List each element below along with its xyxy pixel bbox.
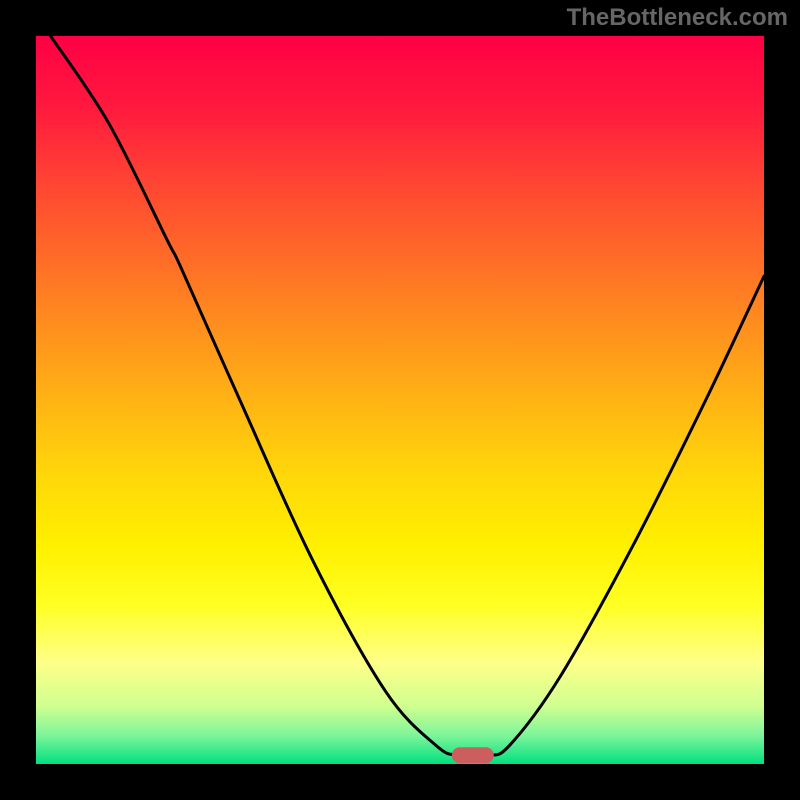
optimal-marker [452,747,494,763]
bottleneck-chart [0,0,800,800]
plot-gradient-bg [36,36,764,764]
watermark-text: TheBottleneck.com [567,4,788,32]
chart-container: TheBottleneck.com [0,0,800,800]
